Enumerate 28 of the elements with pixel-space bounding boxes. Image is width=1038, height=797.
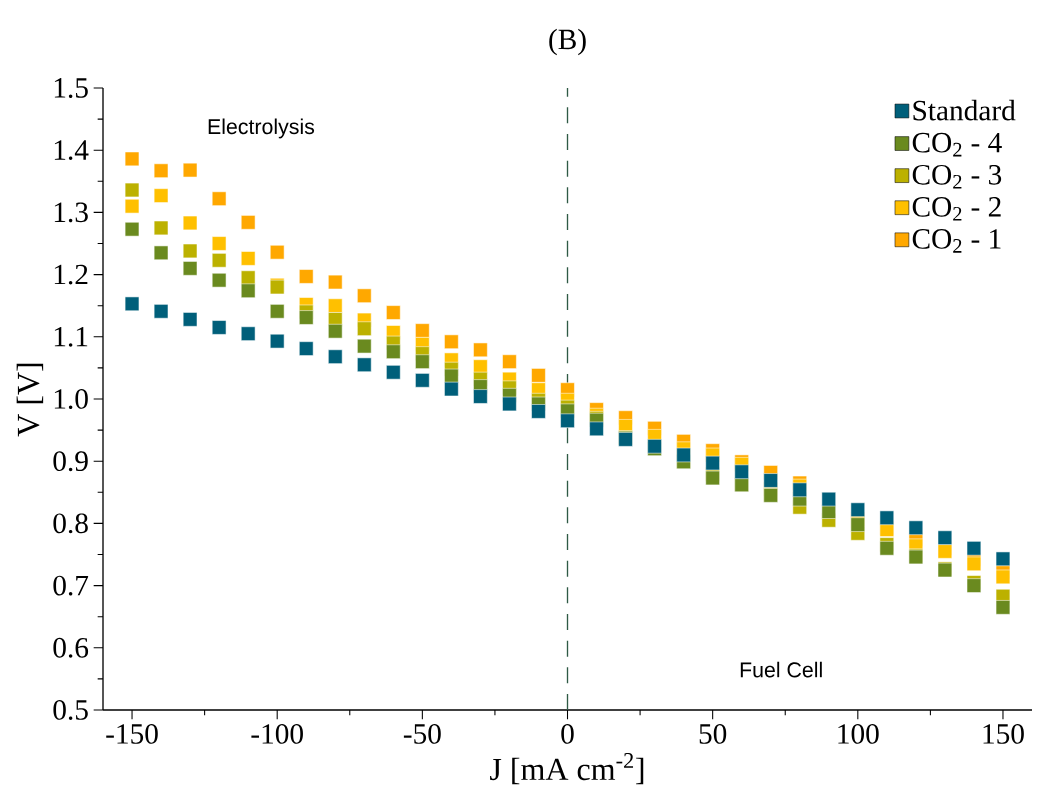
x-tick-label: 150 [983, 724, 1024, 744]
annotation: Fuel Cell [740, 661, 822, 678]
x-tick-label: -100 [251, 724, 303, 744]
y-tick-label: 0.8 [53, 513, 88, 534]
legend-label: CO$_{2}$ - 1 [912, 229, 1001, 253]
x-tick-label: 100 [838, 724, 879, 744]
y-tick-label: 1.3 [54, 202, 88, 223]
y-tick-label: 0.5 [53, 700, 88, 720]
legend-label: CO$_{2}$ - 2 [912, 197, 1001, 221]
legend-label: Standard [913, 99, 1016, 121]
annotation: Electrolysis [208, 118, 315, 139]
x-tick-label: 0 [561, 724, 574, 744]
y-tick-label: 1.2 [54, 264, 88, 285]
legend-label: CO$_{2}$ - 4 [912, 132, 1002, 157]
y-tick-label: 0.7 [53, 575, 89, 596]
y-tick-label: 1.0 [54, 389, 88, 409]
chart-title: (B) [549, 28, 586, 56]
y-tick-label: 1.4 [54, 140, 89, 161]
y-tick-label: 1.5 [54, 78, 88, 98]
x-tick-label: -150 [106, 724, 158, 744]
x-tick-label: 50 [699, 724, 727, 744]
y-tick-label: 0.6 [53, 637, 89, 658]
x-tick-label: -50 [403, 724, 441, 744]
legend-label: CO$_{2}$ - 3 [912, 164, 1002, 189]
y-tick-label: 0.9 [53, 451, 88, 472]
y-tick-label: 1.1 [54, 326, 88, 347]
x-axis-title: J [mA cm$^{-2}$] [490, 753, 644, 785]
y-axis-title: V [V] [16, 363, 44, 437]
